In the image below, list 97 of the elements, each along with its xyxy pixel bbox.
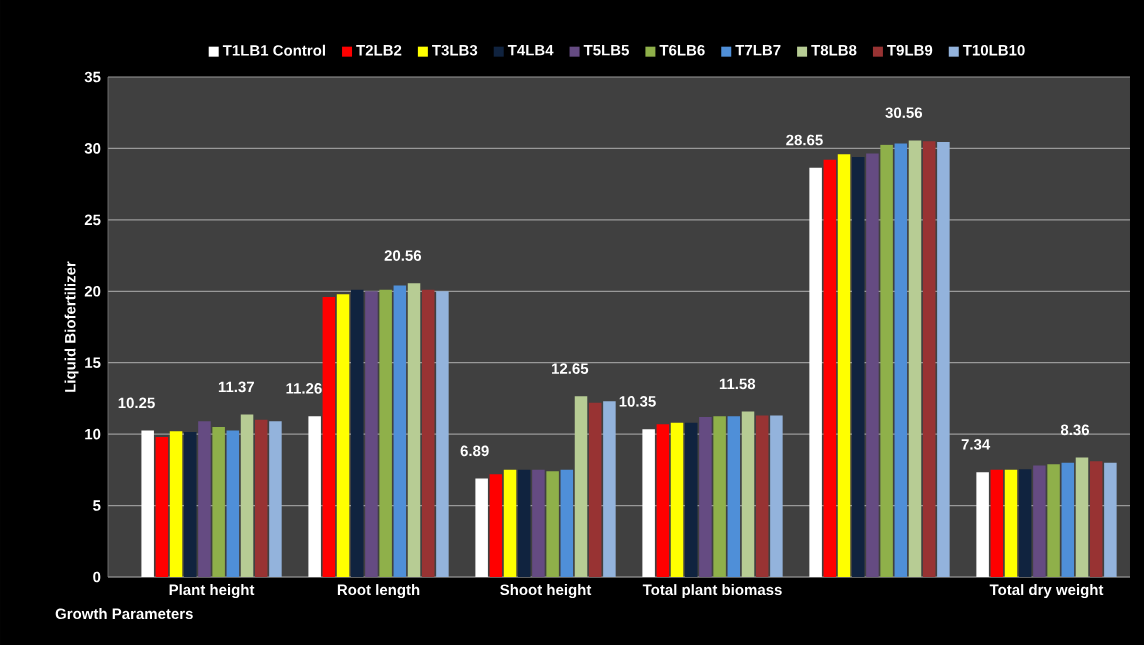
bar	[741, 411, 755, 577]
bar	[908, 140, 922, 577]
bar	[308, 416, 321, 577]
legend-label: T6LB6	[659, 44, 705, 56]
bar	[684, 422, 698, 577]
bar	[727, 416, 741, 577]
bar	[823, 159, 837, 577]
bar	[560, 469, 574, 577]
bar	[226, 430, 240, 577]
bar	[489, 474, 503, 577]
data-label: 12.65	[552, 363, 589, 374]
legend-label: T5LB5	[583, 45, 629, 56]
legend-label: T3LB3	[432, 44, 478, 56]
bar	[1033, 465, 1046, 577]
y-tick-label: 20	[84, 285, 101, 297]
bar	[155, 437, 169, 577]
bar	[475, 478, 488, 577]
bar	[240, 414, 254, 577]
data-label: 8.36	[1060, 424, 1090, 436]
bar	[990, 469, 1004, 577]
data-label: 20.56	[384, 250, 422, 261]
y-tick-label: 10	[85, 428, 101, 440]
data-label: 10.25	[118, 397, 155, 409]
legend-label: T4LB4	[507, 45, 554, 56]
legend-label: T10LB10	[962, 44, 1025, 56]
y-tick-label: 5	[93, 500, 101, 511]
y-tick-label: 30	[84, 143, 101, 154]
bar	[503, 469, 517, 577]
bar	[350, 289, 364, 577]
legend-label: T1LB1 Control	[222, 44, 325, 56]
bar	[588, 402, 602, 577]
bar	[183, 432, 197, 577]
legend-label: T8LB8	[811, 44, 857, 56]
y-tick-label: 35	[84, 71, 101, 83]
bar	[976, 472, 989, 577]
data-label: 28.65	[786, 134, 823, 146]
x-tick-label: Root length	[337, 584, 420, 599]
data-label: 10.35	[619, 396, 656, 407]
x-tick-label: Total plant biomass	[642, 584, 782, 599]
legend-label: T7LB7	[735, 45, 781, 56]
bar	[269, 421, 282, 577]
bar	[169, 431, 183, 577]
bar	[436, 291, 449, 577]
bar	[198, 421, 211, 577]
x-tick-label: Plant height	[169, 584, 255, 599]
bar	[603, 401, 616, 577]
bar	[1104, 462, 1117, 577]
bar	[642, 429, 655, 577]
bar	[1018, 469, 1032, 577]
bar	[379, 289, 392, 577]
bar	[866, 153, 879, 577]
bar	[922, 141, 936, 577]
bar	[212, 427, 225, 577]
bar	[1047, 464, 1060, 577]
bar	[1004, 469, 1018, 577]
bar	[254, 419, 268, 577]
bar	[770, 415, 783, 577]
bar	[1061, 462, 1075, 577]
bar	[546, 471, 559, 577]
y-axis-title: Liquid Biofertilizer	[64, 261, 79, 392]
bar	[517, 469, 531, 577]
bar	[532, 469, 545, 577]
bar	[937, 142, 950, 577]
bar	[421, 289, 435, 577]
bar	[365, 291, 378, 577]
bar	[141, 430, 154, 577]
data-label: 11.58	[719, 378, 756, 390]
bar	[574, 396, 588, 577]
data-label: 6.89	[460, 445, 489, 457]
x-axis-title: Growth Parameters	[55, 608, 193, 620]
bar	[809, 167, 822, 577]
bar	[699, 417, 712, 577]
data-label: 30.56	[885, 107, 923, 119]
legend-label: T9LB9	[887, 44, 933, 56]
y-tick-label: 25	[84, 214, 101, 226]
bar	[1089, 461, 1103, 577]
data-label: 11.37	[218, 381, 254, 393]
bar	[755, 415, 769, 577]
bar	[837, 154, 851, 577]
bar	[1075, 457, 1089, 577]
bar	[393, 285, 407, 577]
bar	[322, 297, 336, 577]
x-tick-label: Total dry weight	[989, 584, 1104, 599]
bar	[407, 283, 421, 577]
data-label: 11.26	[286, 383, 322, 394]
bar	[336, 294, 350, 577]
bar	[880, 144, 893, 577]
bar	[851, 157, 865, 577]
legend-label: T2LB2	[356, 44, 402, 56]
bar	[894, 143, 908, 577]
x-tick-label: Shoot height	[500, 584, 592, 599]
bar	[670, 422, 684, 577]
y-tick-label: 0	[93, 571, 101, 583]
bar	[656, 424, 670, 577]
data-label: 7.34	[961, 439, 991, 450]
y-tick-label: 15	[85, 357, 101, 368]
bar	[713, 416, 726, 577]
